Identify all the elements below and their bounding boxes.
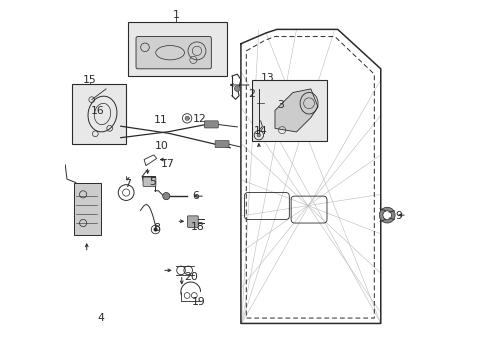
- Text: 11: 11: [153, 115, 167, 125]
- Text: 7: 7: [124, 179, 131, 189]
- Text: 13: 13: [261, 73, 274, 83]
- Circle shape: [153, 228, 157, 231]
- Text: 5: 5: [149, 177, 156, 187]
- Bar: [74, 183, 101, 235]
- FancyBboxPatch shape: [142, 177, 156, 186]
- Bar: [251, 80, 326, 140]
- Circle shape: [163, 193, 169, 200]
- Text: 18: 18: [190, 222, 203, 232]
- Text: 17: 17: [160, 159, 174, 169]
- Text: 15: 15: [82, 75, 96, 85]
- Text: 16: 16: [90, 106, 104, 116]
- FancyBboxPatch shape: [187, 216, 198, 227]
- Text: 8: 8: [153, 224, 160, 233]
- Text: 6: 6: [192, 191, 199, 201]
- Circle shape: [184, 116, 189, 121]
- Bar: [128, 22, 226, 76]
- Text: 2: 2: [248, 89, 255, 99]
- Text: 14: 14: [253, 126, 267, 135]
- Text: 20: 20: [183, 272, 197, 282]
- Bar: [72, 84, 126, 144]
- Text: 19: 19: [191, 297, 205, 307]
- Text: 12: 12: [192, 114, 206, 124]
- Text: 4: 4: [98, 313, 104, 323]
- Text: 9: 9: [394, 211, 401, 221]
- Polygon shape: [274, 89, 317, 132]
- Text: 10: 10: [155, 141, 169, 151]
- Text: 1: 1: [173, 10, 180, 20]
- Circle shape: [234, 86, 240, 91]
- FancyBboxPatch shape: [136, 37, 211, 69]
- Text: 3: 3: [276, 100, 283, 110]
- FancyBboxPatch shape: [204, 121, 218, 128]
- Circle shape: [257, 134, 260, 137]
- FancyBboxPatch shape: [215, 140, 228, 148]
- Wedge shape: [379, 207, 394, 223]
